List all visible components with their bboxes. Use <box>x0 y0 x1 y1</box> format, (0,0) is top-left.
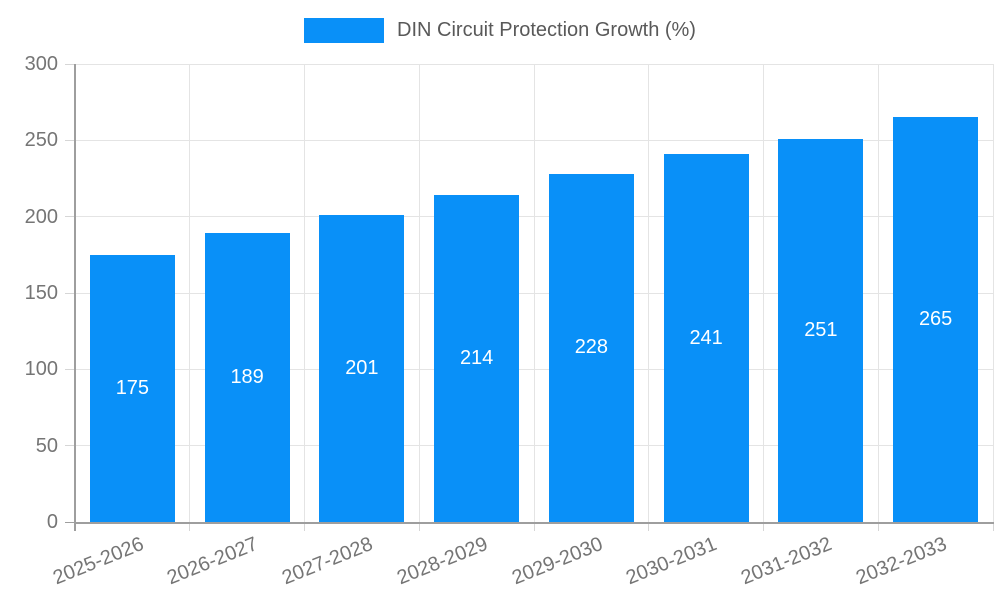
bar-2032-2033[interactable]: 265 <box>893 117 979 522</box>
x-axis-line <box>74 522 994 524</box>
bar-2031-2032[interactable]: 251 <box>778 138 864 522</box>
x-category-label: 2032-2033 <box>852 533 950 590</box>
x-gridline <box>533 64 535 522</box>
y-tick-mark <box>65 139 75 141</box>
bar-value-label: 201 <box>345 357 379 380</box>
y-tick-mark <box>65 368 75 370</box>
x-category-label: 2030-2031 <box>623 533 721 590</box>
x-category-label: 2029-2030 <box>508 533 606 590</box>
y-tick-label: 300 <box>24 53 58 75</box>
x-gridline <box>992 64 994 522</box>
x-gridline <box>418 64 420 522</box>
legend-label: DIN Circuit Protection Growth (%) <box>397 19 696 41</box>
y-tick-mark <box>65 63 75 65</box>
bar-2025-2026[interactable]: 175 <box>89 254 175 522</box>
bar-value-label: 241 <box>689 326 723 349</box>
x-tick-mark <box>992 522 994 531</box>
x-category-label: 2027-2028 <box>279 533 377 590</box>
y-tick-mark <box>65 445 75 447</box>
bar-value-label: 175 <box>115 376 150 399</box>
y-tick-label: 0 <box>46 511 58 533</box>
chart-legend-item[interactable]: DIN Circuit Protection Growth (%) <box>0 17 1000 43</box>
x-tick-mark <box>648 522 650 531</box>
x-tick-mark <box>189 522 191 531</box>
x-tick-mark <box>418 522 420 531</box>
x-tick-mark <box>304 522 305 531</box>
x-gridline <box>877 64 879 522</box>
y-tick-label: 150 <box>24 282 58 304</box>
bar-2029-2030[interactable]: 228 <box>548 173 634 522</box>
plot-area: 0 50 100 150 200 250 300 175 2025-2026 189 2026-20… <box>25 53 994 589</box>
x-category-label: 2025-2026 <box>49 533 147 590</box>
x-tick-mark <box>533 522 535 531</box>
x-tick-mark <box>763 522 764 531</box>
x-category-label: 2026-2027 <box>164 533 262 590</box>
x-gridline <box>304 64 305 522</box>
y-tick-mark <box>65 216 75 218</box>
bar-value-label: 228 <box>574 336 609 359</box>
x-gridline <box>189 64 191 522</box>
bar-value-label: 265 <box>918 308 953 331</box>
x-gridline <box>763 64 764 522</box>
x-tick-mark <box>877 522 879 531</box>
x-gridline <box>648 64 650 522</box>
y-tick-mark <box>65 292 75 294</box>
y-tick-label: 100 <box>24 358 58 381</box>
bar-value-label: 214 <box>459 347 494 370</box>
y-tick-label: 200 <box>24 205 58 228</box>
bar-2028-2029[interactable]: 214 <box>434 195 520 522</box>
y-tick-mark <box>65 521 75 523</box>
bar-2026-2027[interactable]: 189 <box>204 233 290 522</box>
bar-value-label: 251 <box>804 318 838 341</box>
y-axis-line <box>74 64 76 531</box>
y-tick-label: 50 <box>35 434 58 457</box>
bar-value-label: 189 <box>230 366 264 389</box>
legend-swatch <box>304 17 385 43</box>
y-tick-label: 250 <box>24 129 58 152</box>
x-category-label: 2028-2029 <box>393 533 491 590</box>
x-category-label: 2031-2032 <box>738 533 836 590</box>
bar-2027-2028[interactable]: 201 <box>319 215 405 522</box>
bar-2030-2031[interactable]: 241 <box>663 154 749 522</box>
